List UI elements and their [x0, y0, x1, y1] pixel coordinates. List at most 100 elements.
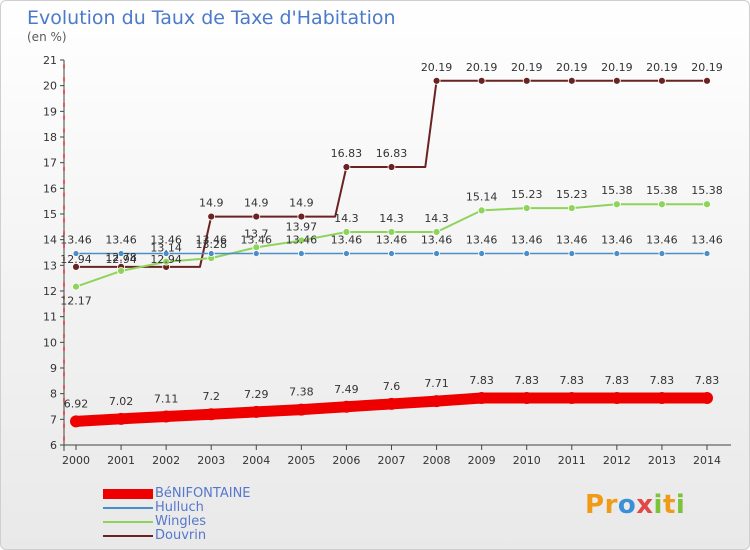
data-point: [207, 212, 216, 221]
data-label: 14.3: [424, 212, 449, 225]
data-point: [297, 236, 306, 245]
data-point: [162, 257, 171, 266]
data-label: 7.38: [289, 386, 314, 399]
data-point: [655, 392, 668, 405]
data-point: [703, 250, 711, 257]
data-point: [340, 400, 353, 413]
y-tick-label: 15: [43, 208, 57, 221]
data-point: [658, 76, 666, 85]
data-label: 14.9: [289, 197, 314, 210]
data-label: 14.3: [334, 212, 359, 225]
data-label: 16.83: [376, 147, 408, 160]
legend-label: BéNIFONTAINE: [155, 486, 251, 501]
y-tick-label: 18: [43, 131, 57, 144]
data-label: 12.94: [60, 253, 92, 266]
data-point: [252, 212, 261, 221]
legend-label: Douvrin: [155, 528, 207, 543]
data-label: 12.94: [150, 253, 182, 266]
data-point: [430, 395, 443, 408]
data-label: 7.02: [109, 395, 134, 408]
x-tick-label: 2001: [107, 454, 135, 467]
data-point: [567, 76, 576, 85]
legend-swatch: [103, 507, 153, 509]
data-point: [162, 250, 170, 257]
data-point: [207, 250, 215, 257]
data-label: 20.19: [556, 61, 588, 74]
data-point: [475, 392, 488, 405]
data-label: 7.71: [424, 377, 449, 390]
data-point: [72, 262, 80, 271]
data-point: [613, 250, 621, 257]
data-point: [342, 163, 351, 171]
data-label: 14.9: [244, 197, 269, 210]
x-tick-label: 2005: [287, 454, 315, 467]
legend-item: Hulluch: [103, 500, 323, 515]
data-label: 13.97: [286, 220, 318, 233]
data-label: 7.83: [514, 374, 539, 387]
data-label: 15.23: [511, 188, 543, 201]
chart-title: Evolution du Taux de Taxe d'Habitation: [27, 7, 396, 29]
data-label: 20.19: [601, 61, 633, 74]
legend-item: BéNIFONTAINE: [103, 486, 323, 501]
data-label: 20.19: [511, 61, 543, 74]
data-label: 20.19: [646, 61, 678, 74]
data-label: 13.46: [105, 234, 137, 247]
x-tick-label: 2010: [513, 454, 541, 467]
x-tick-label: 2003: [197, 454, 225, 467]
y-tick-label: 7: [50, 413, 57, 426]
data-point: [658, 250, 666, 257]
data-point: [387, 163, 396, 171]
data-point: [70, 415, 82, 428]
data-point: [703, 76, 711, 85]
data-point: [72, 250, 80, 257]
data-label: 6.92: [64, 397, 89, 410]
data-point: [343, 250, 350, 257]
y-tick-label: 10: [43, 336, 57, 349]
data-label: 7.11: [154, 393, 179, 406]
y-tick-label: 12: [43, 285, 57, 298]
data-point: [567, 204, 576, 212]
data-point: [523, 250, 531, 257]
data-point: [433, 250, 440, 257]
data-label: 7.83: [650, 374, 675, 387]
y-tick-label: 14: [43, 234, 57, 247]
data-label: 12.17: [60, 295, 92, 308]
data-point: [117, 250, 125, 257]
x-tick-label: 2004: [242, 454, 270, 467]
data-label: 13.14: [150, 242, 182, 255]
x-tick-label: 2008: [423, 454, 451, 467]
legend-label: Wingles: [155, 514, 207, 529]
data-label: 14.3: [379, 212, 404, 225]
x-tick-label: 2002: [152, 454, 180, 467]
y-tick-label: 6: [50, 439, 57, 452]
legend-swatch: [103, 535, 153, 537]
data-label: 13.46: [241, 234, 273, 247]
data-point: [612, 200, 621, 209]
data-label: 13.46: [421, 234, 453, 247]
data-label: 7.6: [383, 380, 401, 393]
data-label: 14.9: [199, 197, 224, 210]
y-tick-label: 16: [43, 182, 57, 195]
legend-swatch: [103, 521, 153, 523]
data-point: [72, 282, 80, 291]
data-label: 15.38: [601, 184, 633, 197]
data-label: 7.83: [560, 374, 585, 387]
x-tick-label: 2009: [468, 454, 496, 467]
data-label: 13.46: [601, 234, 633, 247]
data-point: [610, 392, 623, 405]
x-tick-label: 2011: [558, 454, 586, 467]
data-point: [701, 392, 713, 405]
data-label: 13.46: [691, 234, 723, 247]
data-point: [432, 76, 441, 85]
y-tick-label: 20: [43, 80, 57, 93]
data-point: [432, 228, 441, 236]
data-label: 7.2: [202, 390, 220, 403]
data-point: [160, 410, 173, 423]
data-label: 13.7: [244, 227, 269, 240]
data-label: 13.46: [466, 234, 498, 247]
data-point: [520, 392, 533, 405]
data-label: 13.46: [556, 234, 588, 247]
legend-item: Douvrin: [103, 528, 323, 543]
